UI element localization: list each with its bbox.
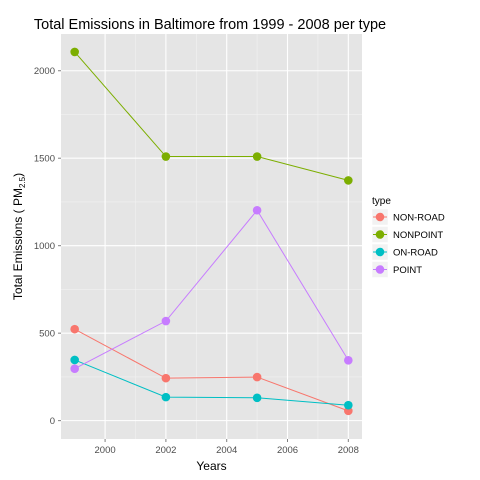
legend-label-non-road: NON-ROAD xyxy=(393,213,445,224)
data-point-on-road xyxy=(344,400,353,410)
x-axis: 2000 2002 2004 2006 2008 xyxy=(95,439,359,456)
chart-title: Total Emissions in Baltimore from 1999 -… xyxy=(34,17,386,33)
legend-key-point xyxy=(375,247,385,257)
data-point-point xyxy=(252,205,262,215)
y-tick-label: 500 xyxy=(39,329,55,340)
legend-key-point xyxy=(375,230,385,239)
legend-key-point xyxy=(375,212,385,222)
y-axis-title: Total Emissions ( PM2.5) xyxy=(11,173,27,300)
data-point-on-road xyxy=(252,393,262,403)
legend-item-point: POINT xyxy=(371,261,422,278)
data-point-on-road xyxy=(161,392,171,402)
x-tick-label: 2006 xyxy=(277,445,298,456)
x-axis-title: Years xyxy=(196,459,226,473)
data-point-point xyxy=(161,316,171,326)
x-tick-label: 2008 xyxy=(338,445,359,456)
y-tick-label: 2000 xyxy=(34,66,55,77)
data-point-non-road xyxy=(70,324,79,334)
major-gridlines xyxy=(61,34,362,439)
legend-title: type xyxy=(372,196,391,207)
x-tick-label: 2002 xyxy=(155,445,176,456)
data-point-nonpoint xyxy=(70,47,79,57)
legend-item-on-road: ON-ROAD xyxy=(371,243,438,261)
data-point-non-road xyxy=(252,372,262,382)
data-point-non-road xyxy=(161,373,171,383)
series-line-non-road xyxy=(74,328,349,412)
series-line-nonpoint xyxy=(74,51,349,181)
legend: type NON-ROAD NONPOINT ON-ROAD POINT xyxy=(371,196,445,278)
data-point-on-road xyxy=(70,355,79,365)
legend-items: NON-ROAD NONPOINT ON-ROAD POINT xyxy=(371,208,445,278)
legend-label-nonpoint: NONPOINT xyxy=(393,230,443,241)
legend-label-on-road: ON-ROAD xyxy=(393,248,438,259)
x-tick-label: 2000 xyxy=(95,445,116,456)
y-tick-label: 1000 xyxy=(34,241,55,252)
data-point-nonpoint xyxy=(344,176,353,185)
series-line-on-road xyxy=(74,359,349,406)
data-point-nonpoint xyxy=(161,152,171,161)
legend-key-point xyxy=(375,265,385,274)
y-axis: 0 500 1000 1500 2000 xyxy=(34,66,61,427)
legend-label-point: POINT xyxy=(393,265,422,276)
series-line-point xyxy=(74,209,349,370)
data-point-point xyxy=(70,364,79,374)
plot-panel xyxy=(61,34,362,439)
y-tick-label: 0 xyxy=(50,416,55,427)
series-points xyxy=(70,47,353,416)
data-point-nonpoint xyxy=(252,152,262,161)
y-axis-title-main: Total Emissions ( PM xyxy=(11,188,25,300)
legend-item-non-road: NON-ROAD xyxy=(371,208,445,226)
y-axis-title-subscript: 2.5 xyxy=(18,176,27,188)
y-tick-label: 1500 xyxy=(34,154,55,165)
series-lines xyxy=(74,51,349,412)
legend-item-nonpoint: NONPOINT xyxy=(371,226,443,243)
data-point-point xyxy=(344,355,353,365)
x-tick-label: 2004 xyxy=(216,445,237,456)
y-axis-title-close: ) xyxy=(11,173,25,177)
minor-gridlines xyxy=(61,34,362,439)
